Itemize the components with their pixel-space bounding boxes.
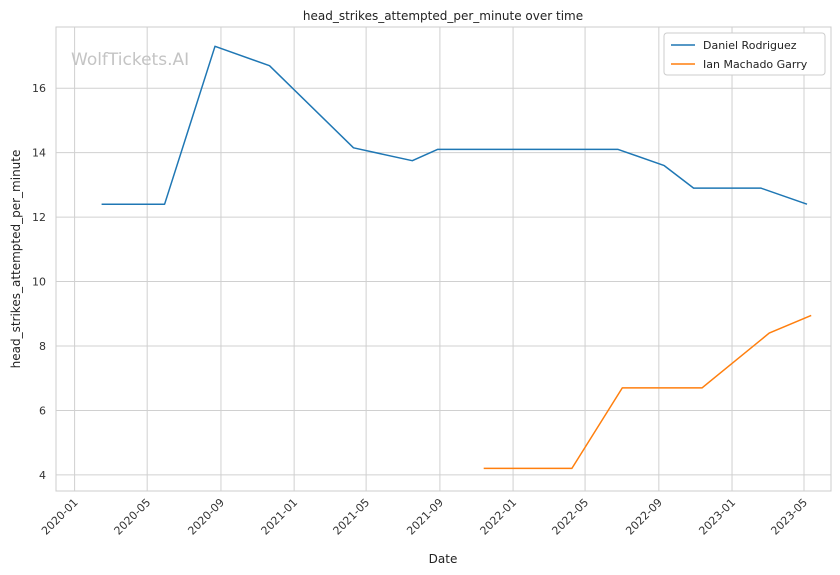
x-tick-label: 2022-09 [623, 496, 665, 538]
y-tick-label: 16 [32, 82, 46, 95]
x-tick-label: 2021-05 [331, 496, 373, 538]
legend: Daniel Rodriguez Ian Machado Garry [663, 32, 826, 76]
legend-label-daniel-rodriguez: Daniel Rodriguez [703, 39, 797, 52]
y-tick-label: 10 [32, 276, 46, 289]
chart-title: head_strikes_attempted_per_minute over t… [303, 9, 583, 23]
x-axis-label: Date [429, 552, 458, 566]
x-tick-labels: 2020-01 2020-05 2020-09 2021-01 2021-05 2021-… [39, 496, 810, 538]
y-tick-label: 8 [39, 340, 46, 353]
y-tick-label: 14 [32, 147, 46, 160]
legend-label-ian-machado-garry: Ian Machado Garry [703, 58, 808, 71]
y-tick-label: 12 [32, 211, 46, 224]
y-axis-label: head_strikes_attempted_per_minute [9, 150, 23, 369]
x-tick-label: 2022-05 [549, 496, 591, 538]
y-tick-labels: 4 6 8 10 12 14 16 [32, 82, 46, 482]
y-tick-label: 6 [39, 404, 46, 417]
series-lines [101, 45, 812, 470]
x-tick-label: 2023-01 [696, 496, 738, 538]
x-tick-label: 2021-09 [404, 496, 446, 538]
legend-box [663, 32, 826, 76]
x-tick-label: 2021-01 [259, 496, 301, 538]
y-tick-label: 4 [39, 469, 46, 482]
x-tick-label: 2022-01 [478, 496, 520, 538]
plot-area [55, 26, 832, 492]
x-tick-label: 2020-05 [112, 496, 154, 538]
x-tick-label: 2020-01 [39, 496, 81, 538]
grid-lines [56, 27, 831, 491]
series-line-ian-machado-garry [483, 314, 812, 470]
watermark: WolfTickets.AI [71, 50, 189, 70]
x-tick-label: 2023-05 [768, 496, 810, 538]
x-tick-label: 2020-09 [185, 496, 227, 538]
series-line-daniel-rodriguez [101, 45, 808, 205]
